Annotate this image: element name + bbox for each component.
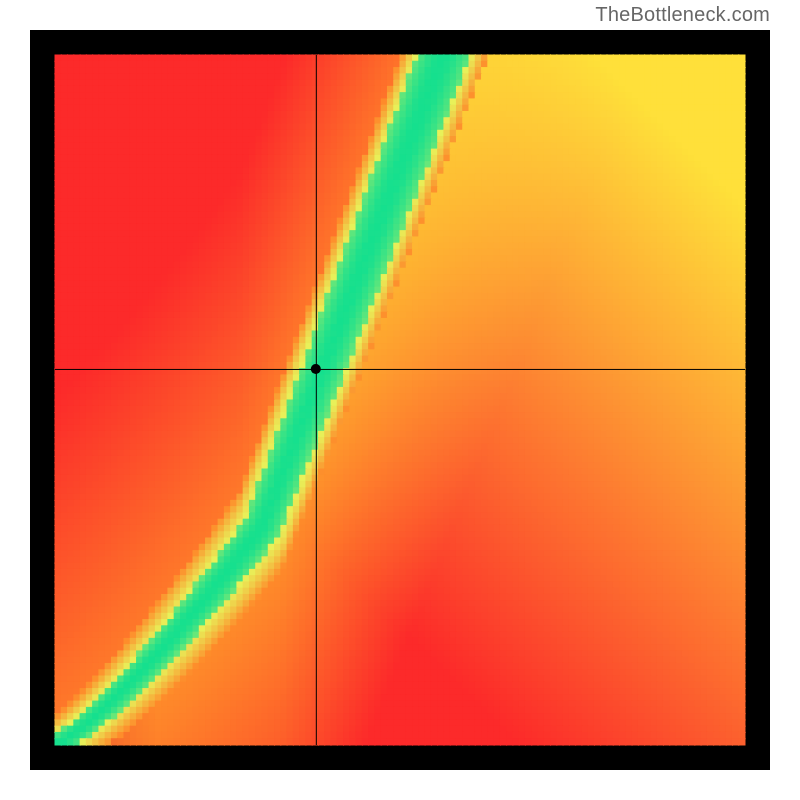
bottleneck-heatmap: [30, 30, 770, 770]
heatmap-canvas: [30, 30, 770, 770]
watermark-text: TheBottleneck.com: [595, 4, 770, 27]
